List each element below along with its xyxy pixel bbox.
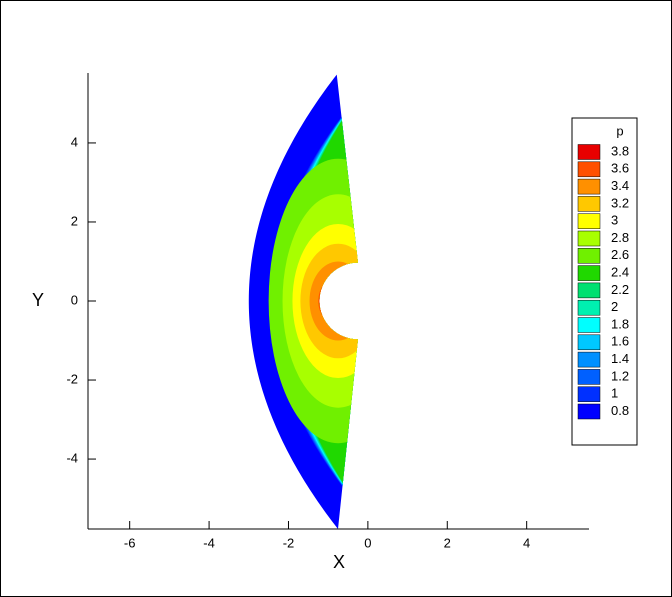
- y-axis-title: Y: [32, 290, 44, 310]
- legend-swatch: [577, 265, 601, 281]
- legend-label: 1.6: [611, 334, 629, 349]
- x-axis-title: X: [333, 552, 345, 572]
- legend-label: 3.8: [611, 143, 629, 158]
- x-tick-label: -4: [203, 535, 215, 550]
- y-tick-label: -2: [66, 371, 78, 386]
- y-tick-label: 0: [71, 292, 78, 307]
- x-tick-label: 4: [523, 535, 530, 550]
- legend-label: 2.8: [611, 230, 629, 245]
- legend-swatch: [577, 317, 601, 333]
- y-tick-label: 2: [71, 213, 78, 228]
- legend-swatch: [577, 351, 601, 368]
- legend-label: 2.4: [611, 265, 629, 280]
- x-tick-label: -2: [283, 535, 295, 550]
- legend-swatch: [577, 403, 601, 420]
- legend-label: 2: [611, 299, 618, 314]
- legend-label: 1.4: [611, 351, 629, 366]
- legend-label: 1.8: [611, 316, 629, 331]
- legend-swatch: [577, 144, 601, 160]
- legend-swatch: [577, 248, 601, 264]
- legend-swatch: [577, 334, 601, 351]
- legend-swatch: [577, 299, 601, 316]
- legend-swatch: [577, 230, 601, 247]
- legend-label: 3: [611, 213, 618, 228]
- legend-swatch: [577, 369, 601, 385]
- y-tick-label: 4: [71, 134, 78, 149]
- legend-label: 3.4: [611, 178, 629, 193]
- legend-swatch: [577, 178, 601, 195]
- legend-label: 1: [611, 386, 618, 401]
- legend-label: 3.2: [611, 195, 629, 210]
- legend-swatch: [577, 386, 601, 402]
- legend-swatch: [577, 196, 601, 212]
- legend-label: 2.6: [611, 247, 629, 262]
- legend-title: p: [616, 123, 623, 138]
- x-tick-label: -6: [124, 535, 136, 550]
- y-tick-label: -4: [66, 450, 78, 465]
- x-tick-label: 0: [364, 535, 371, 550]
- legend-swatch: [577, 282, 601, 299]
- legend-label: 2.2: [611, 282, 629, 297]
- legend-label: 1.2: [611, 368, 629, 383]
- x-tick-label: 2: [444, 535, 451, 550]
- legend-swatch: [577, 213, 601, 229]
- legend-label: 3.6: [611, 161, 629, 176]
- legend-swatch: [577, 161, 601, 178]
- legend-label: 0.8: [611, 403, 629, 418]
